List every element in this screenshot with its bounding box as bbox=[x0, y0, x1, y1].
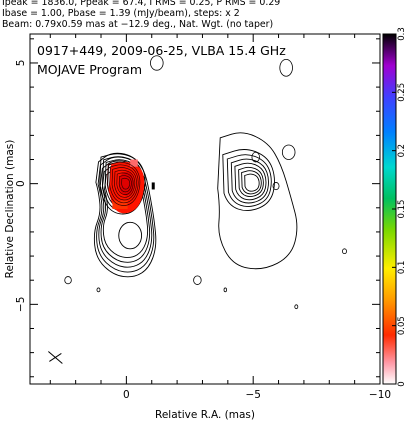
core-contour-over-fill bbox=[106, 161, 141, 206]
colorbar-tick-label: 0.3 bbox=[397, 27, 407, 41]
y-tick-label: −5 bbox=[15, 297, 27, 312]
core-contour-over-fill bbox=[121, 177, 131, 190]
jet-contour-inner bbox=[234, 162, 267, 201]
core-contour-over-fill bbox=[114, 169, 136, 198]
x-axis-label: Relative R.A. (mas) bbox=[155, 409, 255, 421]
polarization-core-edge-top bbox=[130, 159, 138, 167]
chart-subtitle: MOJAVE Program bbox=[37, 62, 142, 77]
x-tick-label: −10 bbox=[369, 389, 391, 401]
core-contour-over-fill bbox=[111, 167, 137, 201]
colorbar-tick-label: 0 bbox=[397, 381, 407, 386]
core-contour-over-fill bbox=[116, 172, 134, 195]
jet-contour-inner bbox=[222, 149, 275, 211]
core-contour-inner bbox=[99, 153, 146, 215]
noise-contour bbox=[272, 182, 280, 191]
jet-contour-inner bbox=[230, 158, 269, 204]
noise-contour bbox=[150, 55, 164, 71]
jet-contour-inner bbox=[244, 173, 260, 192]
x-tick-label: 0 bbox=[123, 389, 130, 401]
colorbar-tick-label: 0.2 bbox=[397, 144, 407, 158]
noise-contour bbox=[193, 275, 202, 285]
jet-contour-inner bbox=[238, 166, 264, 198]
plot-area bbox=[48, 55, 347, 364]
core-cavity-contour bbox=[118, 221, 143, 250]
colorbar-tick-label: 0.1 bbox=[397, 261, 407, 275]
evpa-tick bbox=[151, 182, 155, 190]
header-intensity-stats: Ipeak = 1836.0, Ppeak = 67.4, I RMS = 0.… bbox=[2, 0, 281, 8]
noise-contour bbox=[342, 248, 347, 255]
colorbar-tick-label: 0.25 bbox=[397, 83, 407, 102]
noise-contour bbox=[279, 58, 293, 77]
jet-contour-inner bbox=[241, 170, 262, 195]
noise-contour bbox=[281, 144, 296, 160]
x-tick-label: −5 bbox=[245, 389, 260, 401]
core-contour-over-fill bbox=[118, 175, 132, 193]
header-base-levels: Ibase = 1.00, Pbase = 1.39 (mJy/beam), s… bbox=[2, 8, 240, 19]
chart-title: 0917+449, 2009-06-25, VLBA 15.4 GHz bbox=[37, 43, 286, 58]
core-contour-outer bbox=[93, 152, 157, 278]
jet-contour-outer bbox=[217, 132, 298, 270]
colorbar-tick-label: 0.05 bbox=[397, 316, 407, 335]
colorbar-tick-label: 0.15 bbox=[397, 200, 407, 219]
y-tick-label: 0 bbox=[15, 180, 27, 187]
beam-minor-axis bbox=[49, 353, 62, 362]
noise-contour bbox=[96, 287, 101, 293]
noise-contour bbox=[294, 304, 299, 310]
core-contour-over-fill bbox=[109, 164, 139, 204]
plot-frame bbox=[29, 33, 381, 385]
noise-contour bbox=[64, 276, 72, 285]
polarization-core-peak bbox=[118, 171, 134, 196]
noise-contour bbox=[251, 151, 260, 163]
y-axis-label: Relative Declination (mas) bbox=[4, 140, 16, 279]
jet-contour-inner bbox=[226, 154, 272, 207]
header-beam-info: Beam: 0.79x0.59 mas at −12.9 deg., Nat. … bbox=[2, 19, 274, 30]
noise-contour bbox=[223, 287, 227, 293]
y-tick-label: 5 bbox=[15, 60, 27, 67]
